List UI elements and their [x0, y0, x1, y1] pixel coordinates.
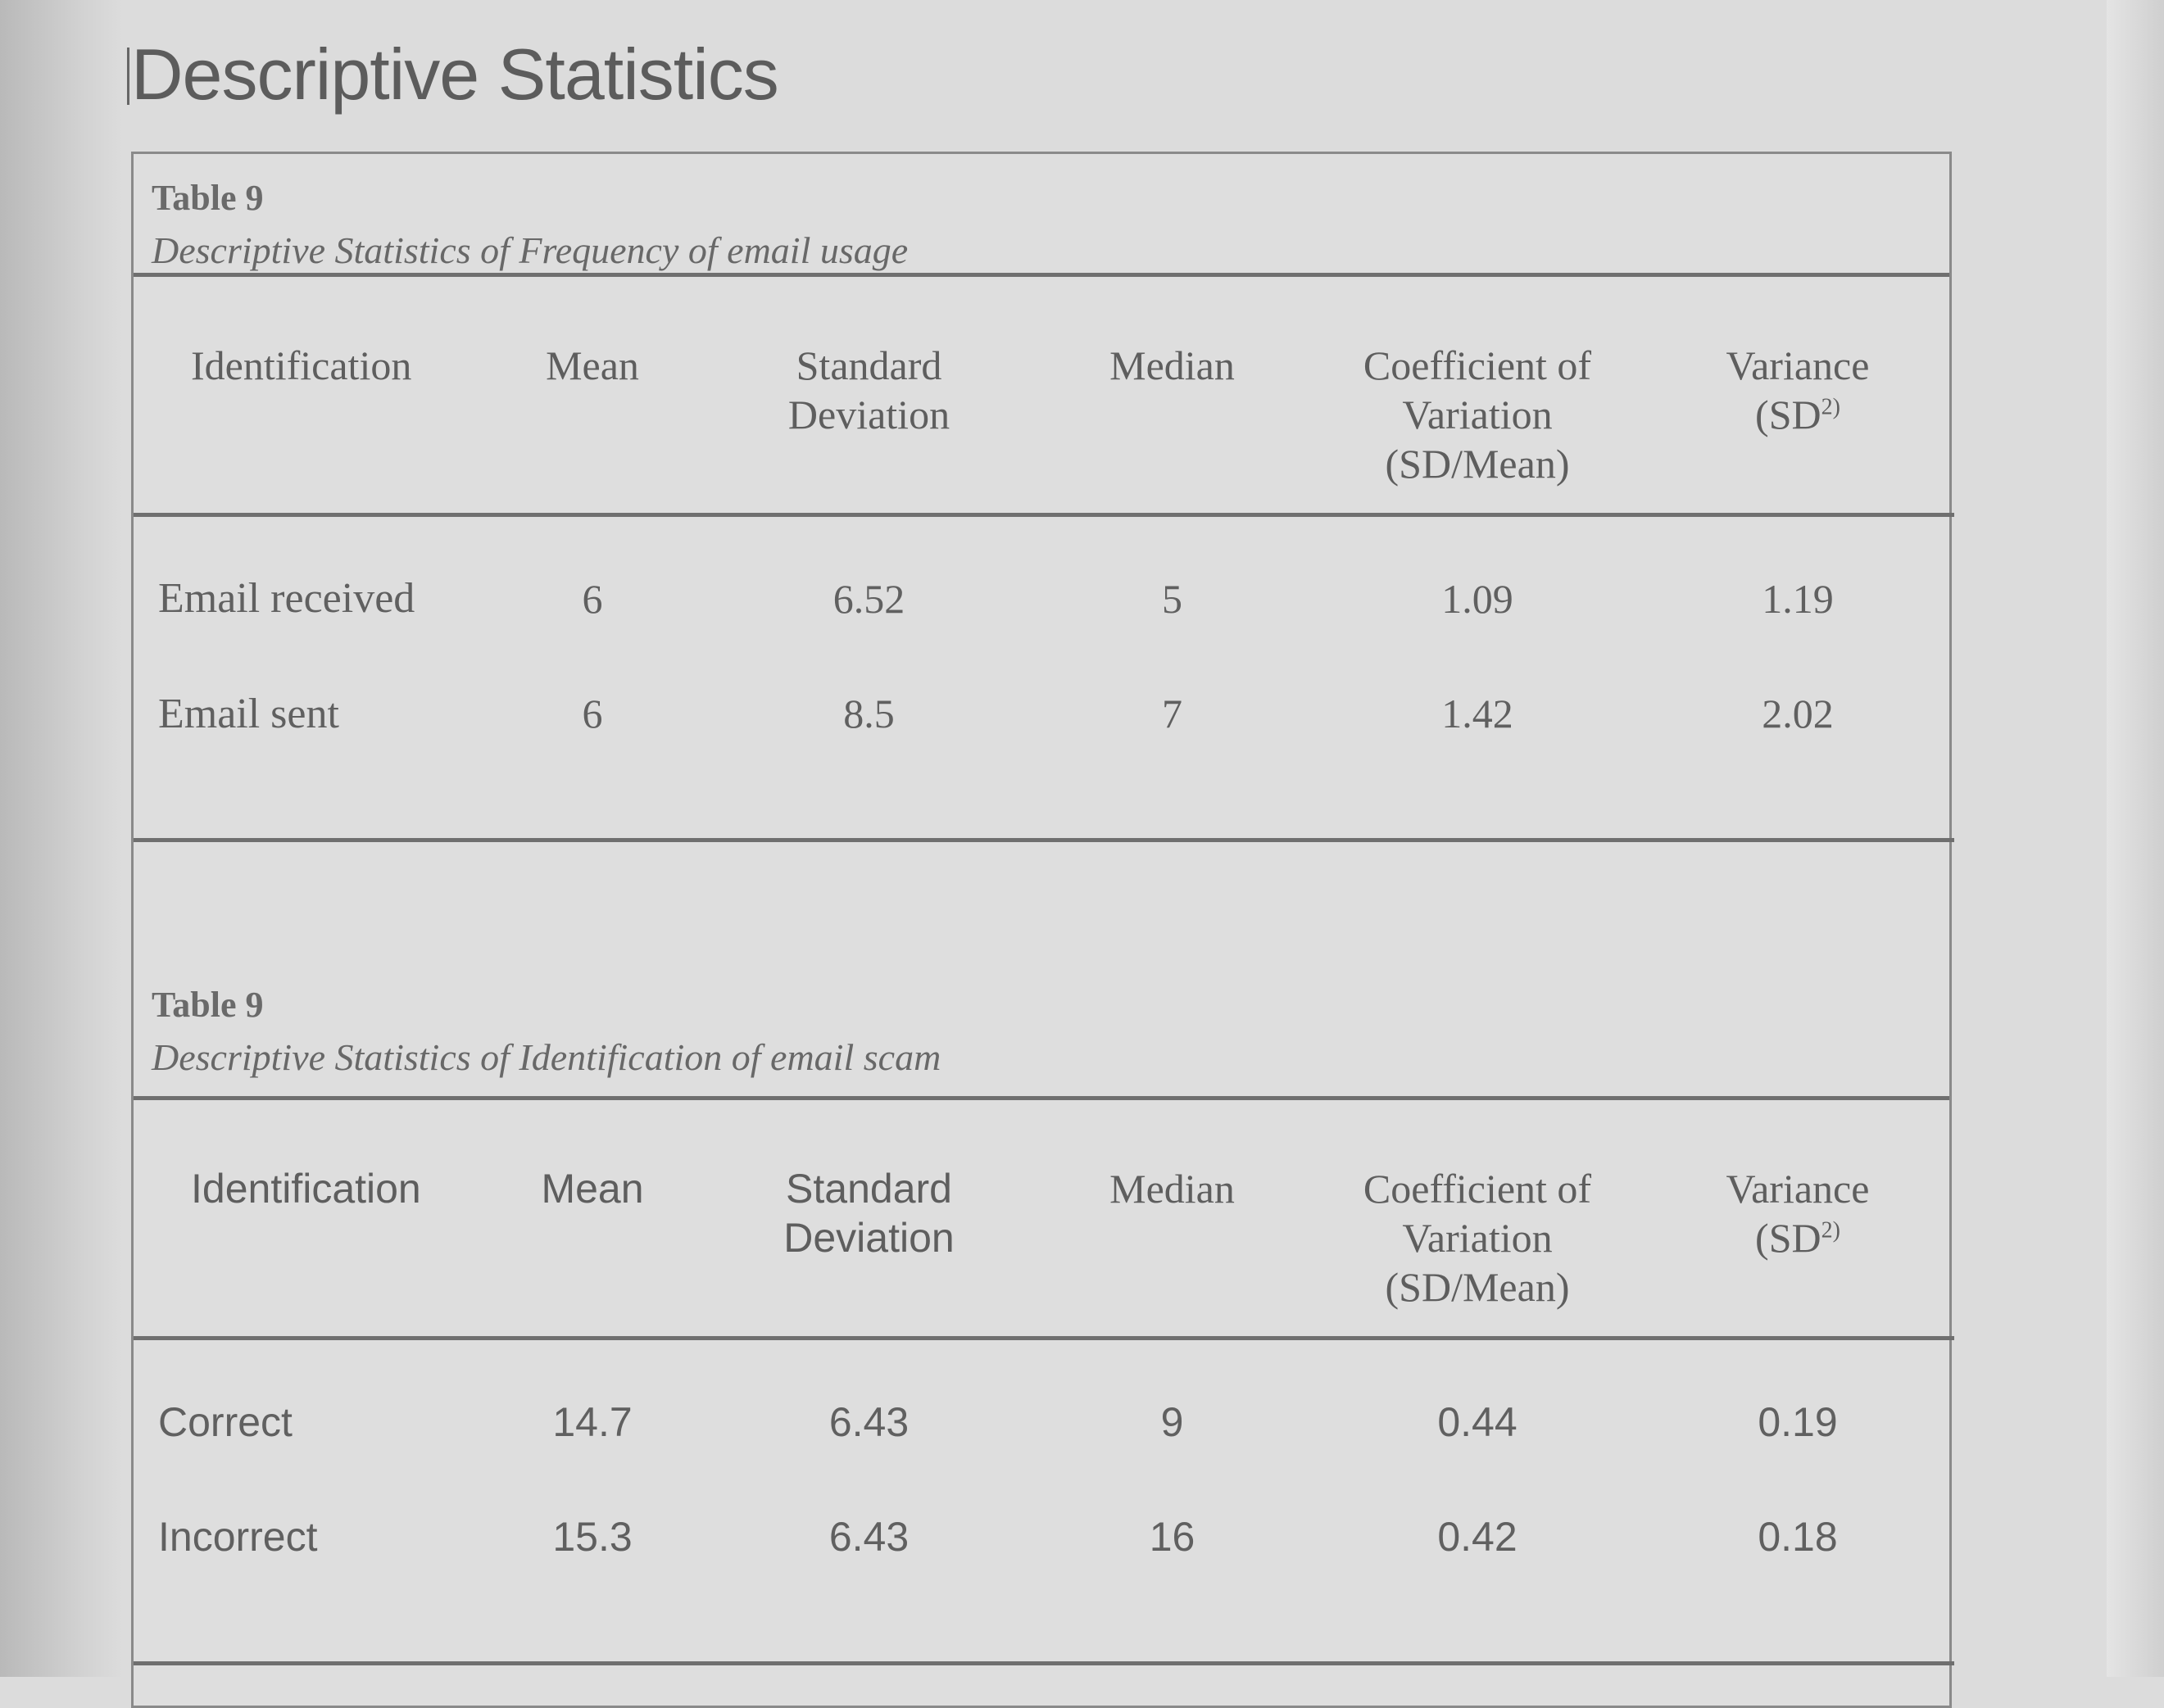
cell-identification: Correct	[158, 1398, 293, 1445]
cell-median: 9	[1160, 1398, 1184, 1445]
cell-variance: 0.18	[1641, 1479, 1954, 1665]
header-mean: Mean	[478, 1100, 707, 1340]
header-identification: Identification	[134, 277, 478, 517]
page-title: Descriptive Statistics	[131, 34, 779, 115]
cell-cv: 1.42	[1313, 656, 1641, 842]
table-row: Email sent 6 8.5 7 1.42 2.02	[134, 656, 1954, 842]
cell-mean: 14.7	[552, 1398, 633, 1445]
screen-bezel	[2107, 0, 2164, 1677]
document-content-area: Table 9 Descriptive Statistics of Freque…	[131, 152, 1954, 1708]
cell-sd: 6.43	[707, 1479, 1031, 1665]
cell-cv: 0.42	[1313, 1479, 1641, 1665]
header-identification: Identification	[134, 1100, 478, 1340]
cell-sd: 6.52	[832, 575, 905, 622]
cell-mean: 15.3	[478, 1479, 707, 1665]
cell-identification: Email sent	[134, 656, 478, 842]
header-coefficient-of-variation: Coefficient of Variation (SD/Mean)	[1313, 1100, 1641, 1340]
header-median: Median	[1031, 1100, 1313, 1340]
cell-cv: 1.09	[1441, 575, 1513, 622]
header-median: Median	[1031, 277, 1313, 517]
cell-median: 16	[1031, 1479, 1313, 1665]
table-row: Email received 6 6.52 5 1.09 1.19	[134, 514, 1954, 657]
cell-cv: 0.44	[1437, 1398, 1518, 1445]
table-caption: Table 9 Descriptive Statistics of Identi…	[134, 961, 1949, 1100]
text-cursor	[127, 48, 129, 105]
stats-table: Identification Mean Standard Deviation M…	[134, 277, 1954, 842]
screen-edge	[0, 0, 123, 1677]
header-standard-deviation: Standard Deviation	[707, 277, 1031, 517]
header-coefficient-of-variation: Coefficient of Variation (SD/Mean)	[1313, 277, 1641, 517]
header-variance: Variance (SD2)	[1641, 277, 1954, 517]
cell-variance: 1.19	[1762, 575, 1834, 622]
cell-mean: 6	[478, 656, 707, 842]
header-standard-deviation: Standard Deviation	[707, 1100, 1031, 1340]
table-row: Correct 14.7 6.43 9 0.44 0.19	[134, 1338, 1954, 1480]
cell-median: 7	[1031, 656, 1313, 842]
table-header-row: Identification Mean Standard Deviation M…	[134, 1100, 1954, 1340]
table-caption: Table 9 Descriptive Statistics of Freque…	[134, 154, 1949, 277]
table-row: Incorrect 15.3 6.43 16 0.42 0.18	[134, 1479, 1954, 1665]
table-subtitle: Descriptive Statistics of Identification…	[152, 1036, 941, 1078]
cell-identification: Email received	[158, 575, 415, 622]
table-frequency-email-usage: Table 9 Descriptive Statistics of Freque…	[134, 154, 1954, 842]
table-label: Table 9	[152, 178, 264, 218]
table-label: Table 9	[152, 985, 264, 1025]
cell-sd: 6.43	[828, 1398, 910, 1445]
table-header-row: Identification Mean Standard Deviation M…	[134, 277, 1954, 517]
cell-variance: 0.19	[1758, 1398, 1838, 1445]
cell-median: 5	[1162, 575, 1182, 622]
table-identification-email-scam: Table 9 Descriptive Statistics of Identi…	[134, 961, 1954, 1665]
cell-variance: 2.02	[1641, 656, 1954, 842]
cell-mean: 6	[582, 575, 603, 622]
cell-identification: Incorrect	[134, 1479, 478, 1665]
header-variance: Variance (SD2)	[1641, 1100, 1954, 1340]
stats-table: Identification Mean Standard Deviation M…	[134, 1100, 1954, 1665]
table-subtitle: Descriptive Statistics of Frequency of e…	[152, 229, 909, 271]
header-mean: Mean	[478, 277, 707, 517]
cell-sd: 8.5	[707, 656, 1031, 842]
